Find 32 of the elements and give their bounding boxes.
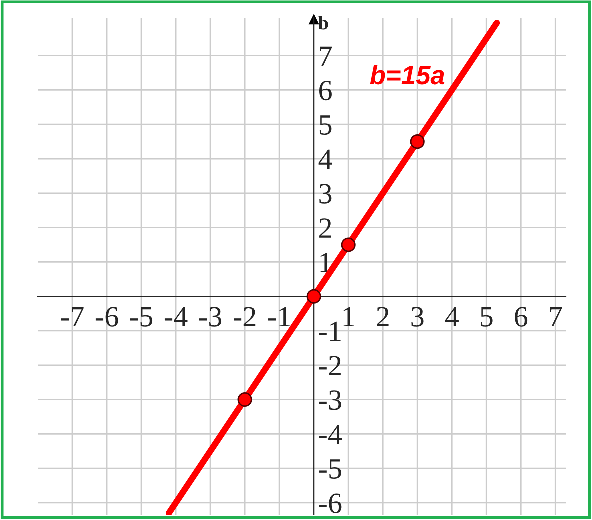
y-tick-label: -5 [319, 460, 342, 479]
y-tick-label: 3 [320, 184, 332, 204]
x-tick-label: 2 [377, 307, 389, 327]
x-tick-label: 1 [344, 307, 354, 327]
point [410, 134, 425, 150]
annotation: b=15a [370, 65, 445, 85]
y-tick-label: -4 [319, 425, 342, 444]
y-tick-label: -1 [319, 322, 341, 342]
x-tick-label: -6 [96, 307, 118, 327]
x-tick-label: 4 [445, 307, 459, 327]
y-tick-label: 5 [320, 116, 332, 136]
x-tick-label: 5 [481, 307, 493, 327]
point [306, 289, 322, 304]
y-tick-label: 2 [320, 218, 332, 238]
x-tick-label: -7 [61, 307, 84, 327]
y-tick-label: -3 [319, 390, 342, 410]
point [238, 392, 252, 408]
x-tick-label: 6 [515, 307, 528, 327]
y-axis-title: b [318, 16, 328, 30]
x-tick-label: 3 [412, 307, 424, 327]
x-tick-label: -2 [234, 307, 256, 327]
y-tick-label: 6 [320, 81, 332, 101]
x-tick-label: -5 [130, 307, 153, 327]
x-tick-label: -3 [199, 307, 222, 327]
y-tick-label: 4 [318, 150, 332, 170]
y-tick-label: -2 [319, 356, 341, 376]
x-tick-label: -1 [268, 307, 290, 327]
point [341, 238, 356, 252]
x-tick-label: 7 [550, 307, 562, 327]
y-tick-label: -6 [319, 494, 342, 514]
y-tick-label: 7 [320, 46, 332, 66]
x-tick-label: -4 [164, 307, 188, 327]
